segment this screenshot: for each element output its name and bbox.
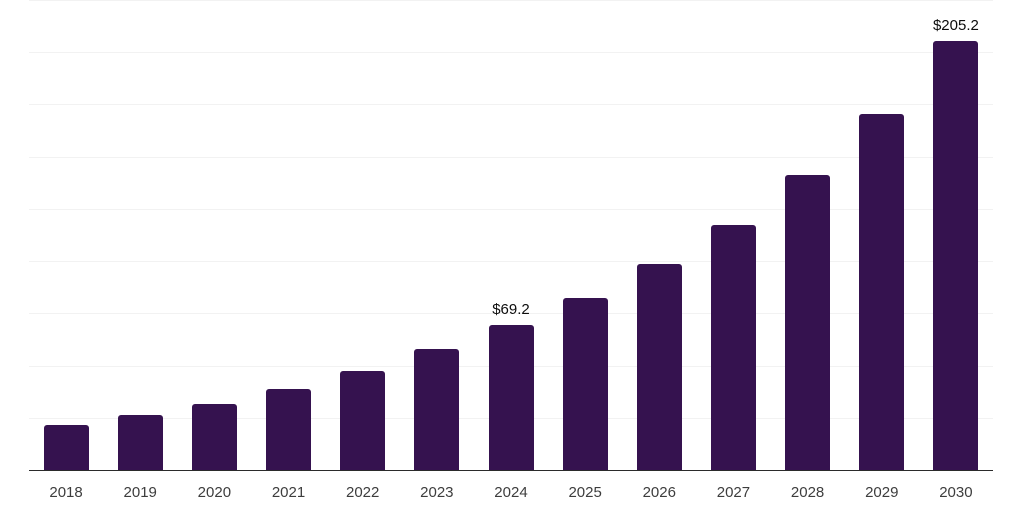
bar-2023 bbox=[414, 348, 460, 470]
x-tick-label-2030: 2030 bbox=[939, 484, 973, 501]
x-tick-label-2027: 2027 bbox=[716, 484, 751, 501]
gridline-200 bbox=[29, 52, 993, 54]
gridline-225 bbox=[29, 0, 993, 1]
gridline-75 bbox=[29, 313, 993, 315]
gridline-175 bbox=[29, 104, 993, 106]
x-tick-label-2029: 2029 bbox=[865, 484, 899, 501]
x-tick-label-2020: 2020 bbox=[197, 484, 232, 501]
x-tick-label-2019: 2019 bbox=[123, 484, 157, 501]
x-tick-label-2028: 2028 bbox=[790, 484, 825, 501]
x-tick-label-2021: 2021 bbox=[271, 484, 306, 501]
bar-2024 bbox=[488, 325, 534, 470]
bar-2019 bbox=[117, 414, 163, 470]
bar-2018 bbox=[43, 424, 89, 470]
x-tick-label-2023: 2023 bbox=[420, 484, 454, 501]
x-tick-label-2022: 2022 bbox=[345, 484, 380, 501]
bar-2027 bbox=[710, 224, 756, 470]
bar-2028 bbox=[785, 175, 831, 470]
bar-2029 bbox=[859, 114, 905, 470]
gridline-100 bbox=[29, 261, 993, 263]
bar-2025 bbox=[562, 298, 608, 470]
x-tick-label-2026: 2026 bbox=[642, 484, 676, 501]
x-axis-line bbox=[29, 469, 993, 471]
bar-2022 bbox=[340, 370, 386, 470]
bar-2026 bbox=[636, 264, 682, 470]
x-tick-label-2018: 2018 bbox=[49, 484, 83, 501]
gridline-125 bbox=[29, 208, 993, 210]
value-label-2024: $69.2 bbox=[492, 301, 530, 319]
gridline-150 bbox=[29, 156, 993, 158]
x-tick-label-2024: 2024 bbox=[494, 484, 528, 501]
value-label-2030: $205.2 bbox=[932, 17, 979, 35]
bar-2020 bbox=[191, 403, 237, 470]
x-tick-label-2025: 2025 bbox=[568, 484, 602, 501]
bar-2030 bbox=[933, 41, 979, 470]
bar-2021 bbox=[266, 388, 312, 470]
